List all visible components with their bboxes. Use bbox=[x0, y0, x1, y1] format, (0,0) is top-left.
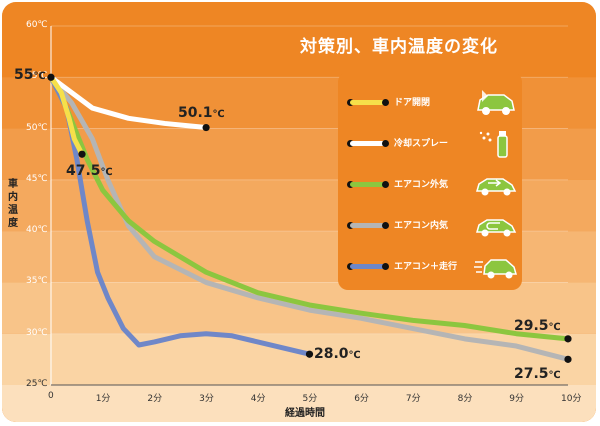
car-driving-icon bbox=[474, 259, 517, 279]
legend-label: ドア開閉 bbox=[394, 98, 431, 108]
x-tick-label: 0 bbox=[48, 391, 54, 401]
x-tick-label: 7分 bbox=[405, 394, 421, 404]
x-tick-label: 9分 bbox=[509, 394, 525, 404]
legend-swatch bbox=[350, 264, 386, 269]
label-spray-end: 50.1℃ bbox=[178, 105, 225, 121]
x-tick-label: 4分 bbox=[250, 394, 266, 404]
marker-ac-outside-end bbox=[564, 335, 572, 343]
series-spray-line bbox=[48, 74, 209, 131]
legend-item-spray: 冷却スプレー bbox=[338, 125, 522, 161]
y-tick-label: 35℃ bbox=[26, 276, 48, 287]
car-door-open-icon bbox=[477, 90, 515, 115]
y-tick-label: 60℃ bbox=[26, 20, 48, 30]
y-tick-label: 30℃ bbox=[26, 327, 48, 338]
y-tick-label: 40℃ bbox=[26, 225, 48, 236]
y-tick-label: 50℃ bbox=[26, 122, 48, 133]
legend-swatch bbox=[350, 100, 386, 105]
background-band bbox=[2, 385, 596, 422]
legend-item-ac-inside: エアコン内気 bbox=[338, 207, 522, 243]
chart-title: 対策別、車内温度の変化 bbox=[300, 37, 498, 57]
legend-label: 冷却スプレー bbox=[394, 139, 449, 149]
label-ac-driving-end: 28.0℃ bbox=[314, 346, 361, 362]
legend-label: エアコン＋走行 bbox=[394, 262, 458, 272]
label-ac-outside-end: 29.5℃ bbox=[514, 318, 561, 334]
legend-label: エアコン外気 bbox=[394, 180, 449, 190]
x-tick-label: 5分 bbox=[302, 394, 318, 404]
marker-ac-driving-end bbox=[305, 350, 314, 358]
series-ac-outside-line bbox=[48, 74, 571, 342]
x-tick-label: 6分 bbox=[354, 394, 369, 404]
y-tick-label: 55℃ bbox=[26, 71, 48, 82]
legend: ドア開閉 冷却スプレー bbox=[338, 72, 522, 290]
spray-can-icon bbox=[479, 131, 508, 158]
label-start-55: 55℃ bbox=[14, 67, 46, 83]
legend-item-door: ドア開閉 bbox=[338, 84, 522, 120]
legend-label: エアコン内気 bbox=[394, 221, 449, 231]
x-axis-label: 経過時間 bbox=[285, 408, 325, 419]
x-tick-label: 8分 bbox=[457, 394, 473, 404]
y-tick-label: 25℃ bbox=[26, 379, 48, 389]
legend-item-ac-outside: エアコン外気 bbox=[338, 166, 522, 202]
series-ac-driving-line bbox=[48, 74, 312, 357]
legend-swatch bbox=[350, 182, 386, 187]
marker-door-end bbox=[78, 150, 86, 158]
x-tick-label: 10分 bbox=[561, 394, 582, 404]
chart-card: 対策別、車内温度の変化 車内温度 経過時間 25℃ 30℃ 35℃ 40℃ 45℃ 50℃… bbox=[2, 2, 596, 422]
x-tick-label: 2分 bbox=[147, 394, 163, 404]
background-band bbox=[2, 333, 596, 385]
label-ac-inside-end: 27.5℃ bbox=[514, 366, 561, 382]
label-door-end: 47.5℃ bbox=[66, 163, 113, 179]
series-ac-inside-line bbox=[48, 74, 571, 362]
legend-swatch bbox=[350, 223, 386, 228]
legend-swatch bbox=[350, 141, 386, 146]
x-tick-label: 1分 bbox=[95, 394, 111, 404]
car-outside-air-icon bbox=[476, 178, 517, 196]
x-tick-label: 3分 bbox=[199, 394, 214, 404]
background-band bbox=[2, 26, 596, 78]
y-axis-label: 車内温度 bbox=[8, 179, 18, 229]
marker-spray-end bbox=[202, 123, 210, 132]
legend-item-ac-driving: エアコン＋走行 bbox=[338, 248, 522, 284]
marker-ac-inside-end bbox=[564, 355, 572, 363]
series-door-line bbox=[48, 74, 85, 157]
marker-start bbox=[47, 73, 55, 81]
car-recirculate-icon bbox=[476, 219, 517, 237]
y-tick-label: 45℃ bbox=[26, 173, 48, 184]
